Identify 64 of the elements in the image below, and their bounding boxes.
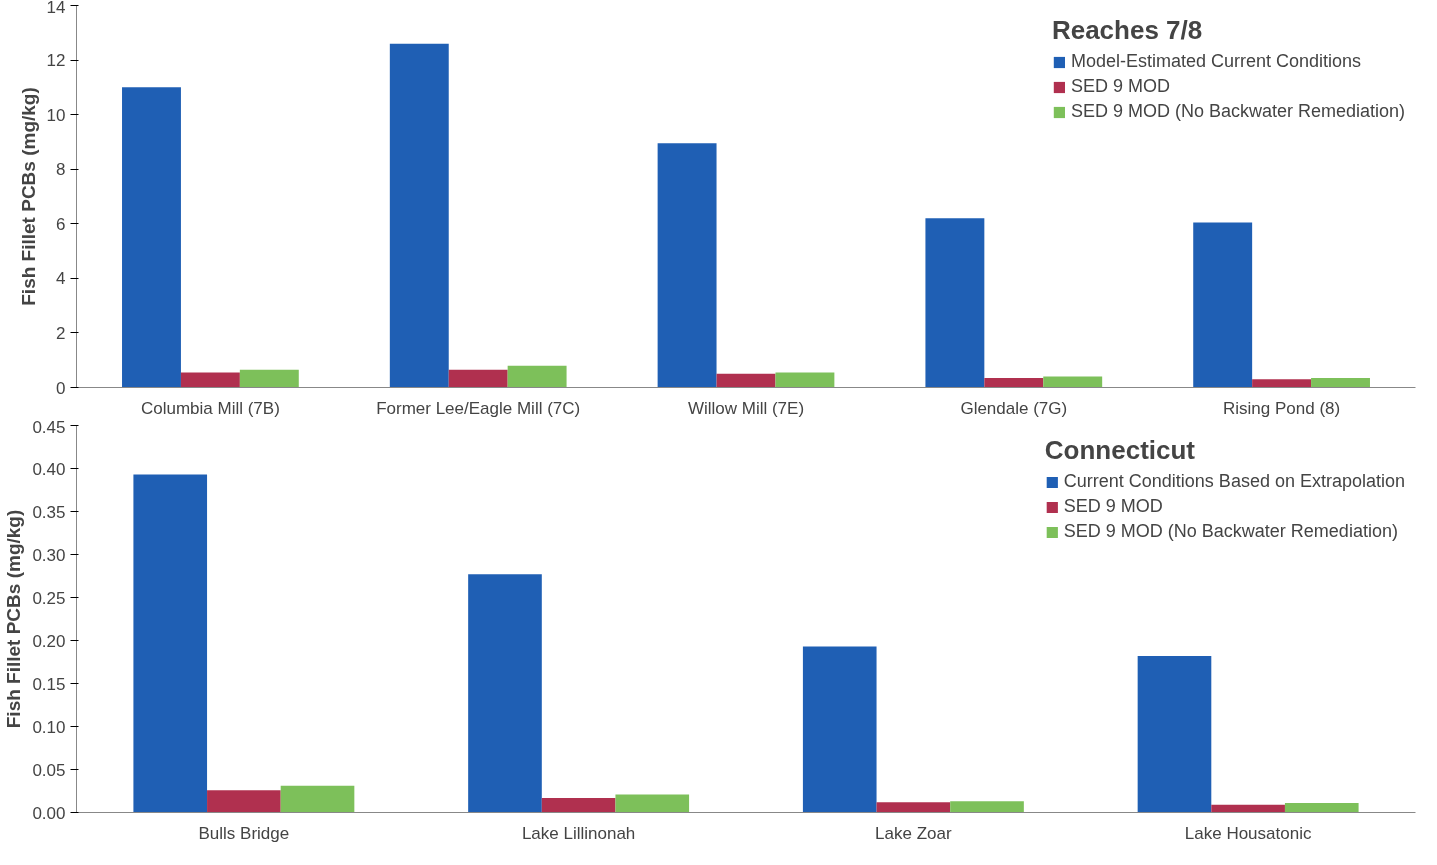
bar (716, 373, 776, 388)
bar (207, 790, 281, 813)
bar (239, 369, 299, 388)
x-tick-label: Columbia Mill (7B) (140, 398, 280, 418)
bar (1311, 377, 1370, 388)
bar (122, 87, 181, 388)
y-tick-label: 0.05 (32, 760, 66, 780)
bar (133, 474, 208, 813)
legend-title: Reaches 7/8 (1051, 15, 1204, 46)
x-tick-label: Bulls Bridge (198, 823, 290, 843)
y-tick-label: 0.00 (32, 803, 66, 823)
bar (1252, 379, 1312, 388)
bar (876, 802, 951, 813)
y-tick-label: 8 (56, 160, 66, 180)
x-tick-label: Lake Lillinonah (521, 823, 636, 843)
bar (1284, 803, 1359, 813)
bar (389, 43, 449, 388)
legend-label: SED 9 MOD (No Backwater Remediation) (1070, 101, 1405, 122)
bar (1043, 376, 1103, 388)
x-tick-label: Glendale (7G) (960, 398, 1068, 418)
legend-label: SED 9 MOD (1070, 76, 1170, 97)
legend-title: Connecticut (1044, 435, 1197, 466)
bar (507, 365, 567, 388)
y-tick-label: 0.35 (32, 502, 66, 522)
bar (1137, 655, 1212, 813)
y-tick-label: 0.15 (32, 674, 66, 694)
bar (950, 801, 1024, 813)
y-tick-label: 12 (46, 51, 66, 71)
bar (541, 797, 616, 813)
bar (468, 574, 542, 813)
y-axis-title: Fish Fillet PCBs (mg/kg) (17, 87, 39, 306)
bar (925, 218, 985, 388)
bar (775, 372, 835, 388)
legend-label: Current Conditions Based on Extrapolation (1063, 471, 1405, 492)
x-tick-label: Lake Zoar (875, 823, 952, 843)
y-tick-label: 4 (56, 269, 66, 289)
y-tick-label: 0.30 (32, 545, 66, 565)
y-tick-label: 14 (46, 0, 66, 17)
bar (657, 143, 717, 388)
bar (180, 372, 240, 388)
x-tick-label: Lake Housatonic (1184, 823, 1312, 843)
y-tick-label: 0 (56, 378, 66, 398)
y-tick-label: 0.25 (32, 588, 66, 608)
legend-label: SED 9 MOD (1063, 496, 1163, 517)
y-tick-label: 6 (56, 214, 66, 234)
bar (448, 369, 508, 388)
bar (280, 785, 355, 813)
y-tick-label: 0.20 (32, 631, 66, 651)
bar (1211, 804, 1285, 813)
y-tick-label: 0.10 (32, 717, 66, 737)
y-tick-label: 10 (46, 105, 66, 125)
bar (802, 646, 877, 813)
x-tick-label: Willow Mill (7E) (687, 398, 805, 418)
bar (615, 794, 690, 813)
x-tick-label: Former Lee/Eagle Mill (7C) (376, 398, 581, 418)
y-axis-title: Fish Fillet PCBs (mg/kg) (3, 509, 25, 729)
bar (1193, 222, 1253, 388)
y-tick-label: 2 (56, 323, 66, 343)
y-tick-label: 0.40 (32, 459, 66, 479)
legend-label: SED 9 MOD (No Backwater Remediation) (1063, 521, 1398, 542)
x-tick-label: Rising Pond (8) (1223, 398, 1341, 418)
y-tick-label: 0.45 (32, 417, 66, 437)
legend-label: Model-Estimated Current Conditions (1070, 51, 1362, 72)
bar (984, 377, 1044, 388)
